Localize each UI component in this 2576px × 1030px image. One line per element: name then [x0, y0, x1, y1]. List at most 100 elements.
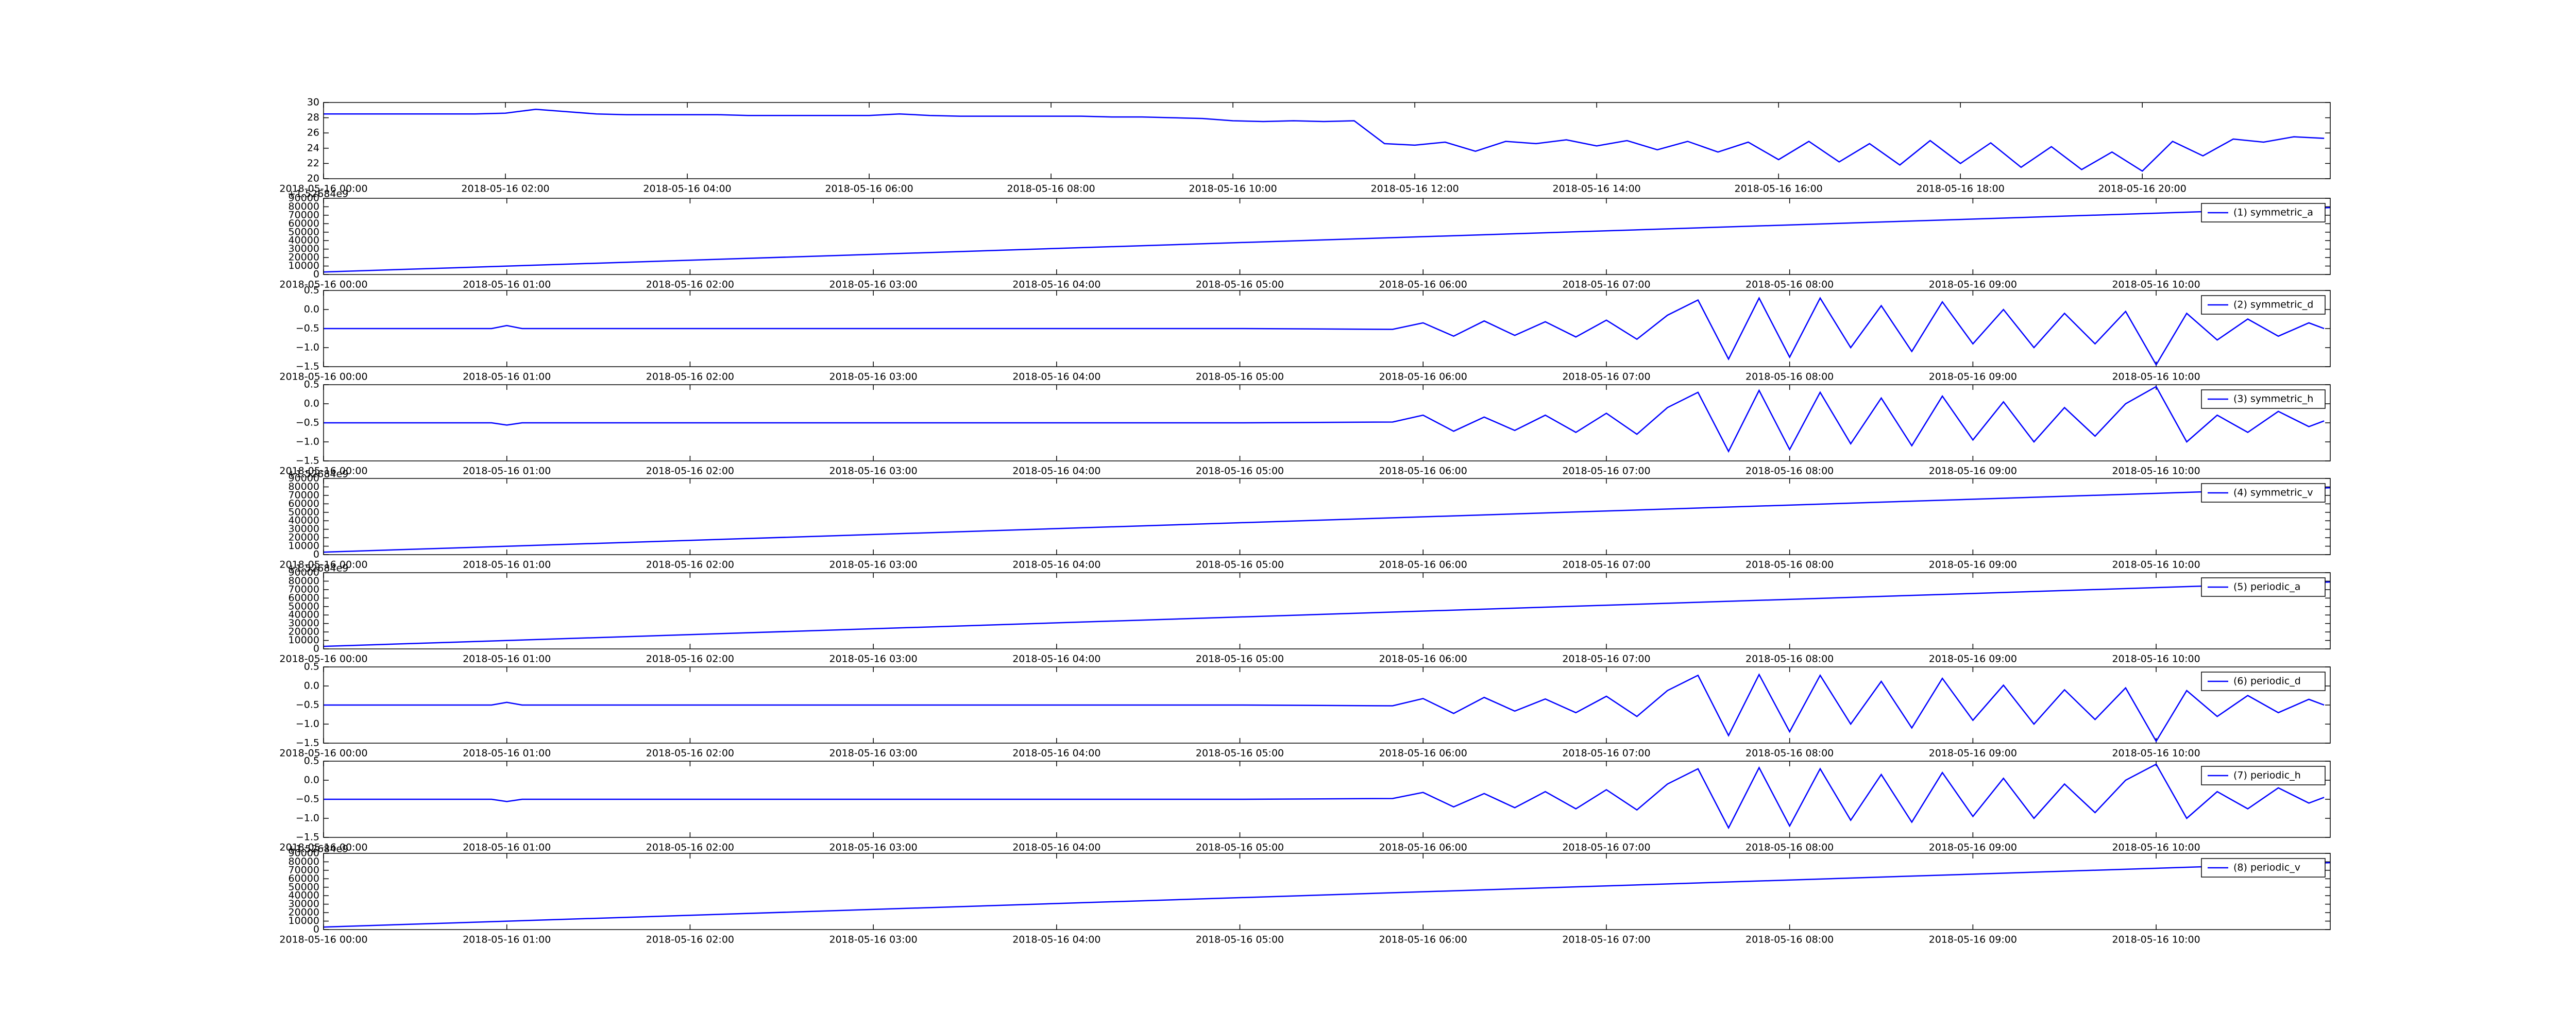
x-tick-label: 2018-05-16 07:00: [1562, 371, 1650, 383]
y-tick-label: −1.0: [296, 718, 319, 730]
legend-label: (8) periodic_v: [2233, 862, 2300, 873]
y-tick-label: 28: [307, 112, 319, 123]
y-tick-label: 50000: [289, 226, 319, 237]
x-tick-label: 2018-05-16 00:00: [279, 466, 367, 477]
axes-background: [324, 853, 2330, 930]
data-line: [324, 297, 2325, 366]
x-tick-label: 2018-05-16 05:00: [1196, 279, 1284, 290]
y-tick-label: −0.5: [296, 794, 319, 805]
y-tick-label: −1.5: [296, 832, 319, 843]
x-tick-label: 2018-05-16 01:00: [463, 559, 551, 571]
data-line: [324, 207, 2330, 273]
legend-label: (7) periodic_h: [2233, 770, 2301, 781]
y-tick-label: 0.5: [304, 756, 319, 767]
y-tick-label: 22: [307, 158, 319, 169]
legend-label: (5) periodic_a: [2233, 581, 2300, 593]
plot-area: [324, 763, 2325, 830]
y-tick-label: 90000: [289, 473, 319, 484]
x-tick-label: 2018-05-16 02:00: [646, 559, 734, 571]
y-tick-label: 70000: [289, 583, 319, 595]
y-tick-label: 40000: [289, 235, 319, 246]
legend-label: (2) symmetric_d: [2233, 299, 2313, 311]
x-tick-label: 2018-05-16 02:00: [646, 748, 734, 759]
y-tick-label: 80000: [289, 481, 319, 492]
y-tick-label: 10000: [289, 915, 319, 926]
x-tick-label: 2018-05-16 04:00: [643, 183, 731, 195]
y-tick-label: 20000: [289, 907, 319, 918]
x-tick-label: 2018-05-16 07:00: [1562, 654, 1650, 665]
legend-label: (6) periodic_d: [2233, 676, 2301, 687]
y-tick-label: 60000: [289, 873, 319, 884]
y-tick-label: 0: [313, 643, 319, 655]
x-tick-label: 2018-05-16 06:00: [1379, 654, 1467, 665]
y-tick-label: 70000: [289, 209, 319, 220]
x-tick-label: 2018-05-16 09:00: [1929, 842, 2017, 853]
y-tick-label: 0.0: [304, 680, 319, 692]
x-tick-label: 2018-05-16 04:00: [1012, 371, 1100, 383]
x-tick-label: 2018-05-16 10:00: [2112, 559, 2200, 571]
x-tick-label: 2018-05-16 00:00: [279, 842, 367, 853]
x-tick-label: 2018-05-16 02:00: [461, 183, 549, 195]
x-tick-label: 2018-05-16 01:00: [463, 748, 551, 759]
offset-text: +1.52684e9: [287, 563, 348, 574]
axes-frame: [323, 290, 2331, 367]
axes-background: [324, 478, 2330, 555]
offset-text: +1.52684e9: [287, 469, 348, 480]
data-line: [324, 673, 2325, 743]
x-tick-label: 2018-05-16 06:00: [1379, 842, 1467, 853]
y-tick-label: 20000: [289, 532, 319, 543]
x-tick-label: 2018-05-16 08:00: [1745, 842, 1834, 853]
x-tick-label: 2018-05-16 02:00: [646, 279, 734, 290]
y-tick-label: 70000: [289, 489, 319, 501]
y-tick-label: 26: [307, 127, 319, 139]
x-tick-label: 2018-05-16 08:00: [1745, 748, 1834, 759]
y-tick-label: 90000: [289, 567, 319, 578]
y-tick-label: −1.5: [296, 455, 319, 467]
x-tick-label: 2018-05-16 07:00: [1562, 466, 1650, 477]
x-tick-label: 2018-05-16 06:00: [1379, 466, 1467, 477]
y-tick-label: 20000: [289, 626, 319, 638]
legend-label: (3) symmetric_h: [2233, 393, 2313, 405]
y-tick-label: 60000: [289, 218, 319, 229]
x-tick-label: 2018-05-16 05:00: [1196, 934, 1284, 946]
x-tick-label: 2018-05-16 06:00: [825, 183, 913, 195]
x-tick-label: 2018-05-16 12:00: [1371, 183, 1459, 195]
x-tick-label: 2018-05-16 00:00: [279, 559, 367, 571]
x-tick-label: 2018-05-16 02:00: [646, 371, 734, 383]
x-tick-label: 2018-05-16 09:00: [1929, 748, 2017, 759]
data-line: [324, 763, 2325, 830]
y-tick-label: −1.5: [296, 737, 319, 749]
x-tick-label: 2018-05-16 08:00: [1745, 466, 1834, 477]
x-tick-label: 2018-05-16 10:00: [2112, 934, 2200, 946]
x-tick-label: 2018-05-16 06:00: [1379, 748, 1467, 759]
x-tick-label: 2018-05-16 04:00: [1012, 934, 1100, 946]
axes-frame: [323, 102, 2331, 179]
offset-text: +1.52684e9: [287, 844, 348, 855]
x-tick-label: 2018-05-16 03:00: [829, 748, 918, 759]
x-tick-label: 2018-05-16 00:00: [279, 279, 367, 290]
x-tick-label: 2018-05-16 07:00: [1562, 748, 1650, 759]
x-tick-label: 2018-05-16 08:00: [1745, 654, 1834, 665]
x-tick-label: 2018-05-16 02:00: [646, 654, 734, 665]
y-tick-label: 30: [307, 97, 319, 108]
y-tick-label: −1.0: [296, 436, 319, 448]
y-tick-label: 70000: [289, 864, 319, 876]
y-tick-label: 40000: [289, 890, 319, 901]
x-tick-label: 2018-05-16 07:00: [1562, 279, 1650, 290]
y-tick-label: 0.0: [304, 304, 319, 315]
axes-frame: [323, 198, 2331, 275]
x-tick-label: 2018-05-16 08:00: [1745, 279, 1834, 290]
x-tick-label: 2018-05-16 05:00: [1196, 466, 1284, 477]
x-tick-label: 2018-05-16 05:00: [1196, 371, 1284, 383]
plot-area: [324, 207, 2330, 273]
x-tick-label: 2018-05-16 10:00: [2112, 654, 2200, 665]
x-tick-label: 2018-05-16 07:00: [1562, 934, 1650, 946]
legend-label: (1) symmetric_a: [2233, 207, 2313, 218]
y-tick-label: −1.5: [296, 361, 319, 372]
x-tick-label: 2018-05-16 04:00: [1012, 654, 1100, 665]
y-tick-label: 0: [313, 924, 319, 935]
x-tick-label: 2018-05-16 06:00: [1379, 371, 1467, 383]
y-tick-label: 0: [313, 549, 319, 560]
x-tick-label: 2018-05-16 03:00: [829, 842, 918, 853]
